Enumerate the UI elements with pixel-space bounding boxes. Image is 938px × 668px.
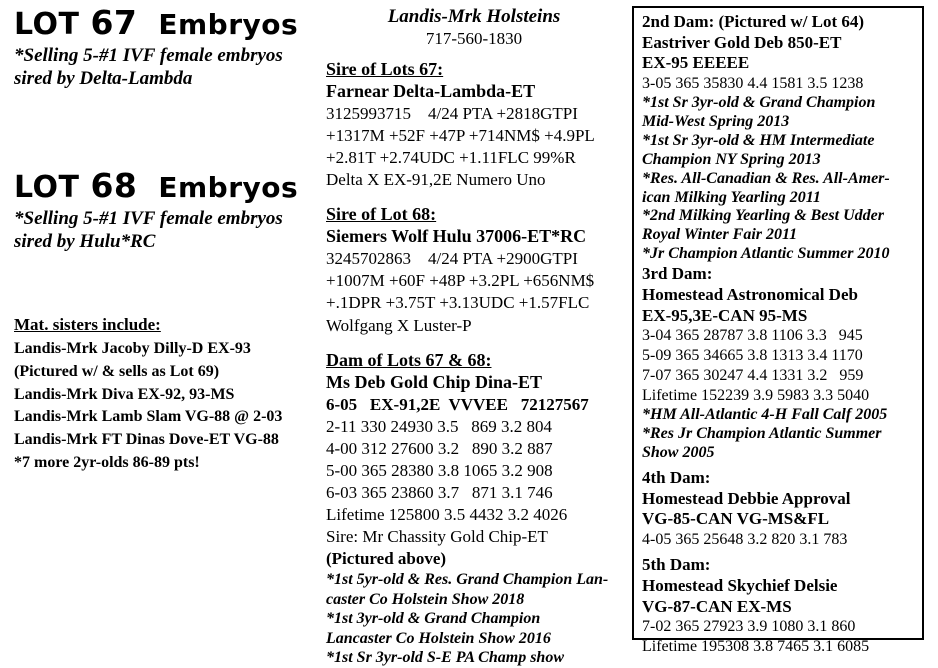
lot-67-block: LOT 67 Embryos *Selling 5-#1 IVF female … [14,3,320,91]
middle-column: Landis-Mrk Holsteins 717-560-1830 Sire o… [326,6,622,668]
dam-record: 4-00 312 27600 3.2 890 3.2 887 [326,438,553,458]
dam-block: Dam of Lots 67 & 68: Ms Deb Gold Chip Di… [326,350,622,668]
third-dam-record: 7-07 365 30247 4.4 1331 3.2 959 [642,367,864,385]
second-dam-award: *2nd Milking Yearling & Best Udder [642,207,884,225]
second-dam-name: Eastriver Gold Deb 850-ET [642,32,842,52]
sire-67-line: 3125993715 4/24 PTA +2818GTPI [326,103,578,123]
dam-award-line: Lancaster Co Holstein Show 2016 [326,629,551,647]
third-dam-award: *Res Jr Champion Atlantic Summer [642,425,882,443]
sire-68-line: +.1DPR +3.75T +3.13UDC +1.57FLC [326,293,590,313]
second-dam-record: 3-05 365 35830 4.4 1581 3.5 1238 [642,75,864,93]
left-spacer-1 [14,91,320,169]
dam-award-line: *1st 5yr-old & Res. Grand Champion Lan- [326,571,609,589]
lot-67-desc-2: sired by Delta-Lambda [14,68,193,90]
dam-award-line: caster Co Holstein Show 2018 [326,590,525,608]
left-column: LOT 67 Embryos *Selling 5-#1 IVF female … [14,3,320,475]
second-dam-award: Royal Winter Fair 2011 [642,226,798,244]
maternal-sister-line: *7 more 2yr-olds 86-89 pts! [14,453,200,471]
third-dam-record: Lifetime 152239 3.9 5983 3.3 5040 [642,387,870,405]
sire-68-name: Siemers Wolf Hulu 37006-ET*RC [326,226,587,247]
sire-67-line: +2.81T +2.74UDC +1.11FLC 99%R [326,148,576,168]
sire-68-heading: Sire of Lot 68: [326,204,437,225]
dam-record: 5-00 365 28380 3.8 1065 3.2 908 [326,460,553,480]
fourth-dam-block: 4th Dam: Homestead Debbie Approval VG-85… [642,468,916,550]
lot-67-desc-1: *Selling 5-#1 IVF female embryos [14,45,283,67]
second-dam-award: *Res. All-Canadian & Res. All-Amer- [642,169,890,187]
second-dam-award: ican Milking Yearling 2011 [642,188,821,206]
maternal-sisters-block: Mat. sisters include: Landis-Mrk Jacoby … [14,315,320,474]
fifth-dam-record: 7-02 365 27923 3.9 1080 3.1 860 [642,618,856,636]
lot-68-title: LOT 68 Embryos [14,165,320,205]
third-dam-record: 5-09 365 34665 3.8 1313 3.4 1170 [642,347,863,365]
fourth-dam-record: 4-05 365 25648 3.2 820 3.1 783 [642,531,848,549]
third-dam-classification: EX-95,3E-CAN 95-MS [642,305,808,325]
second-dam-award: Mid-West Spring 2013 [642,113,790,131]
second-dam-award: *1st Sr 3yr-old & HM Intermediate [642,131,875,149]
third-dam-heading: 3rd Dam: [642,264,713,284]
dam-record: Lifetime 125800 3.5 4432 3.2 4026 [326,505,568,525]
dam-award-line: *1st 3yr-old & Grand Champion [326,610,541,628]
fifth-dam-record: Lifetime 195308 3.8 7465 3.1 6085 [642,638,870,656]
lot-67-kind: Embryos [158,8,299,41]
second-dam-award: *1st Sr 3yr-old & Grand Champion [642,94,876,112]
dam-record: 6-03 365 23860 3.7 871 3.1 746 [326,482,553,502]
left-spacer-2 [14,253,320,315]
third-dam-record: 3-04 365 28787 3.8 1106 3.3 945 [642,327,863,345]
farm-phone: 717-560-1830 [425,28,523,48]
sire-68-line: Wolfgang X Luster-P [326,315,472,335]
mid-gap-2 [326,337,622,350]
second-dam-classification: EX-95 EEEEE [642,53,750,73]
second-dam-heading: 2nd Dam: (Pictured w/ Lot 64) [642,12,865,31]
fourth-dam-heading: 4th Dam: [642,467,711,487]
fifth-dam-name: Homestead Skychief Delsie [642,575,838,595]
fifth-dam-classification: VG-87-CAN EX-MS [642,596,792,616]
fourth-dam-classification: VG-85-CAN VG-MS&FL [642,509,830,529]
dam-heading: Dam of Lots 67 & 68: [326,349,492,370]
lot-68-desc-1: *Selling 5-#1 IVF female embryos [14,207,283,229]
maternal-sisters-heading: Mat. sisters include: [14,315,161,335]
sire-67-name: Farnear Delta-Lambda-ET [326,80,536,101]
lot-68-kind: Embryos [158,170,299,204]
sire-68-line: +1007M +60F +48P +3.2PL +656NM$ [326,271,595,291]
third-dam-award: *HM All-Atlantic 4-H Fall Calf 2005 [642,406,888,424]
maternal-sister-line: Landis-Mrk Diva EX-92, 93-MS [14,385,235,403]
second-dam-block: 2nd Dam: (Pictured w/ Lot 64) Eastriver … [642,12,916,264]
maternal-sister-line: Landis-Mrk Lamb Slam VG-88 @ 2-03 [14,408,283,426]
second-dam-award: Champion NY Spring 2013 [642,150,821,168]
dam-classification: 6-05 EX-91,2E VVVEE 72127567 [326,394,589,414]
sire-68-line: 3245702863 4/24 PTA +2900GTPI [326,249,578,269]
sire-68-block: Sire of Lot 68: Siemers Wolf Hulu 37006-… [326,204,622,336]
second-dam-award: *Jr Champion Atlantic Summer 2010 [642,245,890,263]
dam-pictured-note: (Pictured above) [326,549,447,569]
sire-67-line: Delta X EX-91,2E Numero Uno [326,170,546,190]
lot-68-desc-2: sired by Hulu*RC [14,231,156,253]
lot-68-label: LOT [14,169,80,205]
lot-68-block: LOT 68 Embryos *Selling 5-#1 IVF female … [14,165,320,254]
dam-award-line: *1st Sr 3yr-old S-E PA Champ show [326,649,564,667]
dam-name: Ms Deb Gold Chip Dina-ET [326,371,543,392]
mid-gap-1 [326,191,622,204]
fifth-dam-block: 5th Dam: Homestead Skychief Delsie VG-87… [642,555,916,657]
dam-sire-line: Sire: Mr Chassity Gold Chip-ET [326,527,548,547]
maternal-sister-line: Landis-Mrk Jacoby Dilly-D EX-93 [14,340,251,358]
maternal-sister-line: (Pictured w/ & sells as Lot 69) [14,363,220,381]
third-dam-award: Show 2005 [642,444,715,462]
lot-67-number: 67 [90,3,138,42]
sire-67-line: +1317M +52F +47P +714NM$ +4.9PL [326,125,595,145]
fifth-dam-heading: 5th Dam: [642,555,711,575]
third-dam-block: 3rd Dam: Homestead Astronomical Deb EX-9… [642,264,916,463]
pedigree-box: 2nd Dam: (Pictured w/ Lot 64) Eastriver … [632,6,924,655]
maternal-sister-line: Landis-Mrk FT Dinas Dove-ET VG-88 [14,431,279,449]
lot-67-label: LOT [14,7,80,42]
sire-67-block: Sire of Lots 67: Farnear Delta-Lambda-ET… [326,59,622,191]
third-dam-name: Homestead Astronomical Deb [642,284,858,304]
farm-name: Landis-Mrk Holsteins [387,6,561,27]
sire-67-heading: Sire of Lots 67: [326,58,444,79]
lot-67-title: LOT 67 Embryos [14,3,320,42]
dam-record: 2-11 330 24930 3.5 869 3.2 804 [326,416,553,436]
lot-68-number: 68 [90,165,138,205]
fourth-dam-name: Homestead Debbie Approval [642,488,851,508]
